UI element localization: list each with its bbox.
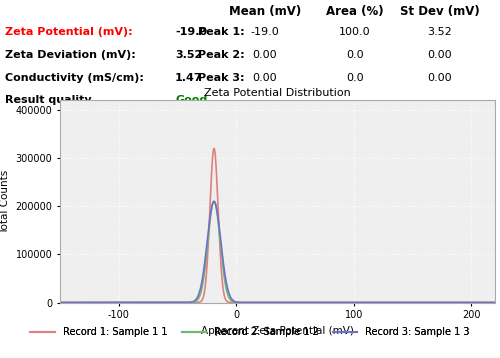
Text: 3.52: 3.52	[175, 50, 202, 60]
Y-axis label: Total Counts: Total Counts	[0, 169, 10, 233]
Text: Peak 1:: Peak 1:	[198, 27, 244, 37]
Text: Zeta Deviation (mV):: Zeta Deviation (mV):	[5, 50, 136, 60]
Text: Conductivity (mS/cm):: Conductivity (mS/cm):	[5, 73, 144, 83]
Text: 0.00: 0.00	[252, 73, 278, 83]
X-axis label: Apparent Zeta Potential (mV): Apparent Zeta Potential (mV)	[201, 326, 354, 336]
Text: -19.0: -19.0	[175, 27, 207, 37]
Text: St Dev (mV): St Dev (mV)	[400, 5, 480, 18]
Title: Zeta Potential Distribution: Zeta Potential Distribution	[204, 88, 351, 98]
Text: 0.00: 0.00	[252, 50, 278, 60]
Text: Mean (mV): Mean (mV)	[229, 5, 301, 18]
Text: Area (%): Area (%)	[326, 5, 384, 18]
Text: 0.0: 0.0	[346, 73, 364, 83]
Text: Zeta Potential (mV):: Zeta Potential (mV):	[5, 27, 132, 37]
Text: Good: Good	[175, 95, 208, 105]
Text: 3.52: 3.52	[428, 27, 452, 37]
Text: -19.0: -19.0	[250, 27, 280, 37]
Text: 0.0: 0.0	[346, 50, 364, 60]
Text: 0.00: 0.00	[428, 50, 452, 60]
Text: Peak 3:: Peak 3:	[198, 73, 244, 83]
Text: 100.0: 100.0	[339, 27, 371, 37]
Text: Result quality: Result quality	[5, 95, 92, 105]
Text: 0.00: 0.00	[428, 73, 452, 83]
Text: 1.47: 1.47	[175, 73, 203, 83]
Legend: Record 1: Sample 1 1, Record 2: Sample 1 2, Record 3: Sample 1 3: Record 1: Sample 1 1, Record 2: Sample 1…	[26, 322, 474, 342]
Text: Peak 2:: Peak 2:	[198, 50, 244, 60]
